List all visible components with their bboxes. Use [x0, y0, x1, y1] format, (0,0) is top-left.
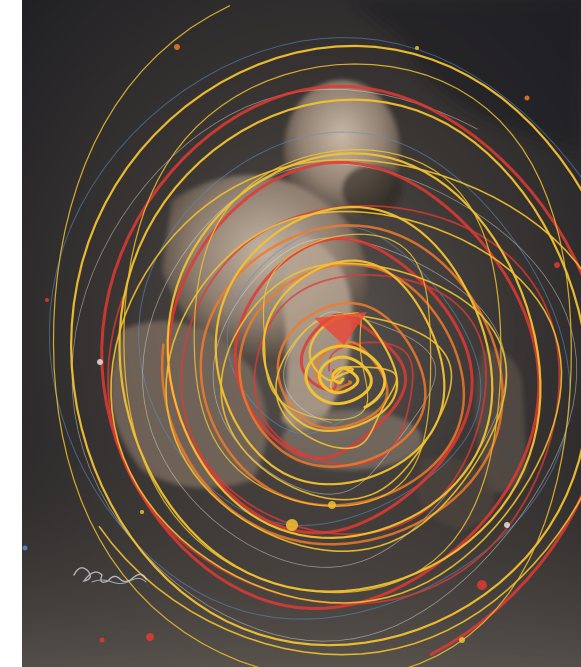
paint-dot	[140, 510, 144, 514]
paint-dot	[554, 262, 560, 268]
paint-dot	[504, 522, 510, 528]
paint-dot	[328, 501, 336, 509]
paint-dot	[146, 633, 154, 641]
figure-legs	[110, 321, 267, 488]
spiral-yellow-1	[69, 44, 581, 647]
spiral-yellow-3	[52, 5, 572, 667]
painting	[22, 0, 581, 667]
spiral-strokes	[48, 5, 581, 667]
figure-face-shadow	[342, 165, 402, 215]
paint-dot	[22, 545, 28, 551]
paint-splatters	[22, 44, 560, 643]
artist-signature	[73, 567, 147, 585]
wall-shadow	[22, 0, 581, 150]
paint-dot	[415, 46, 419, 50]
paint-dot	[174, 44, 180, 50]
red-triangle	[314, 312, 367, 345]
spiral-yellow-2	[98, 158, 581, 656]
paint-dot	[99, 637, 105, 643]
paint-dot	[477, 580, 487, 590]
paint-dot	[459, 637, 465, 643]
spiral-blue	[48, 36, 581, 620]
spiral-yellow-core	[304, 344, 387, 409]
painting-canvas	[22, 0, 581, 667]
spiral-red-1	[100, 84, 581, 656]
paint-dot	[286, 519, 298, 531]
spiral-orange	[160, 224, 504, 546]
paint-dot	[524, 95, 530, 101]
paint-dot	[97, 359, 103, 365]
paint-dot	[45, 298, 49, 302]
spiral-red-2	[107, 204, 561, 605]
